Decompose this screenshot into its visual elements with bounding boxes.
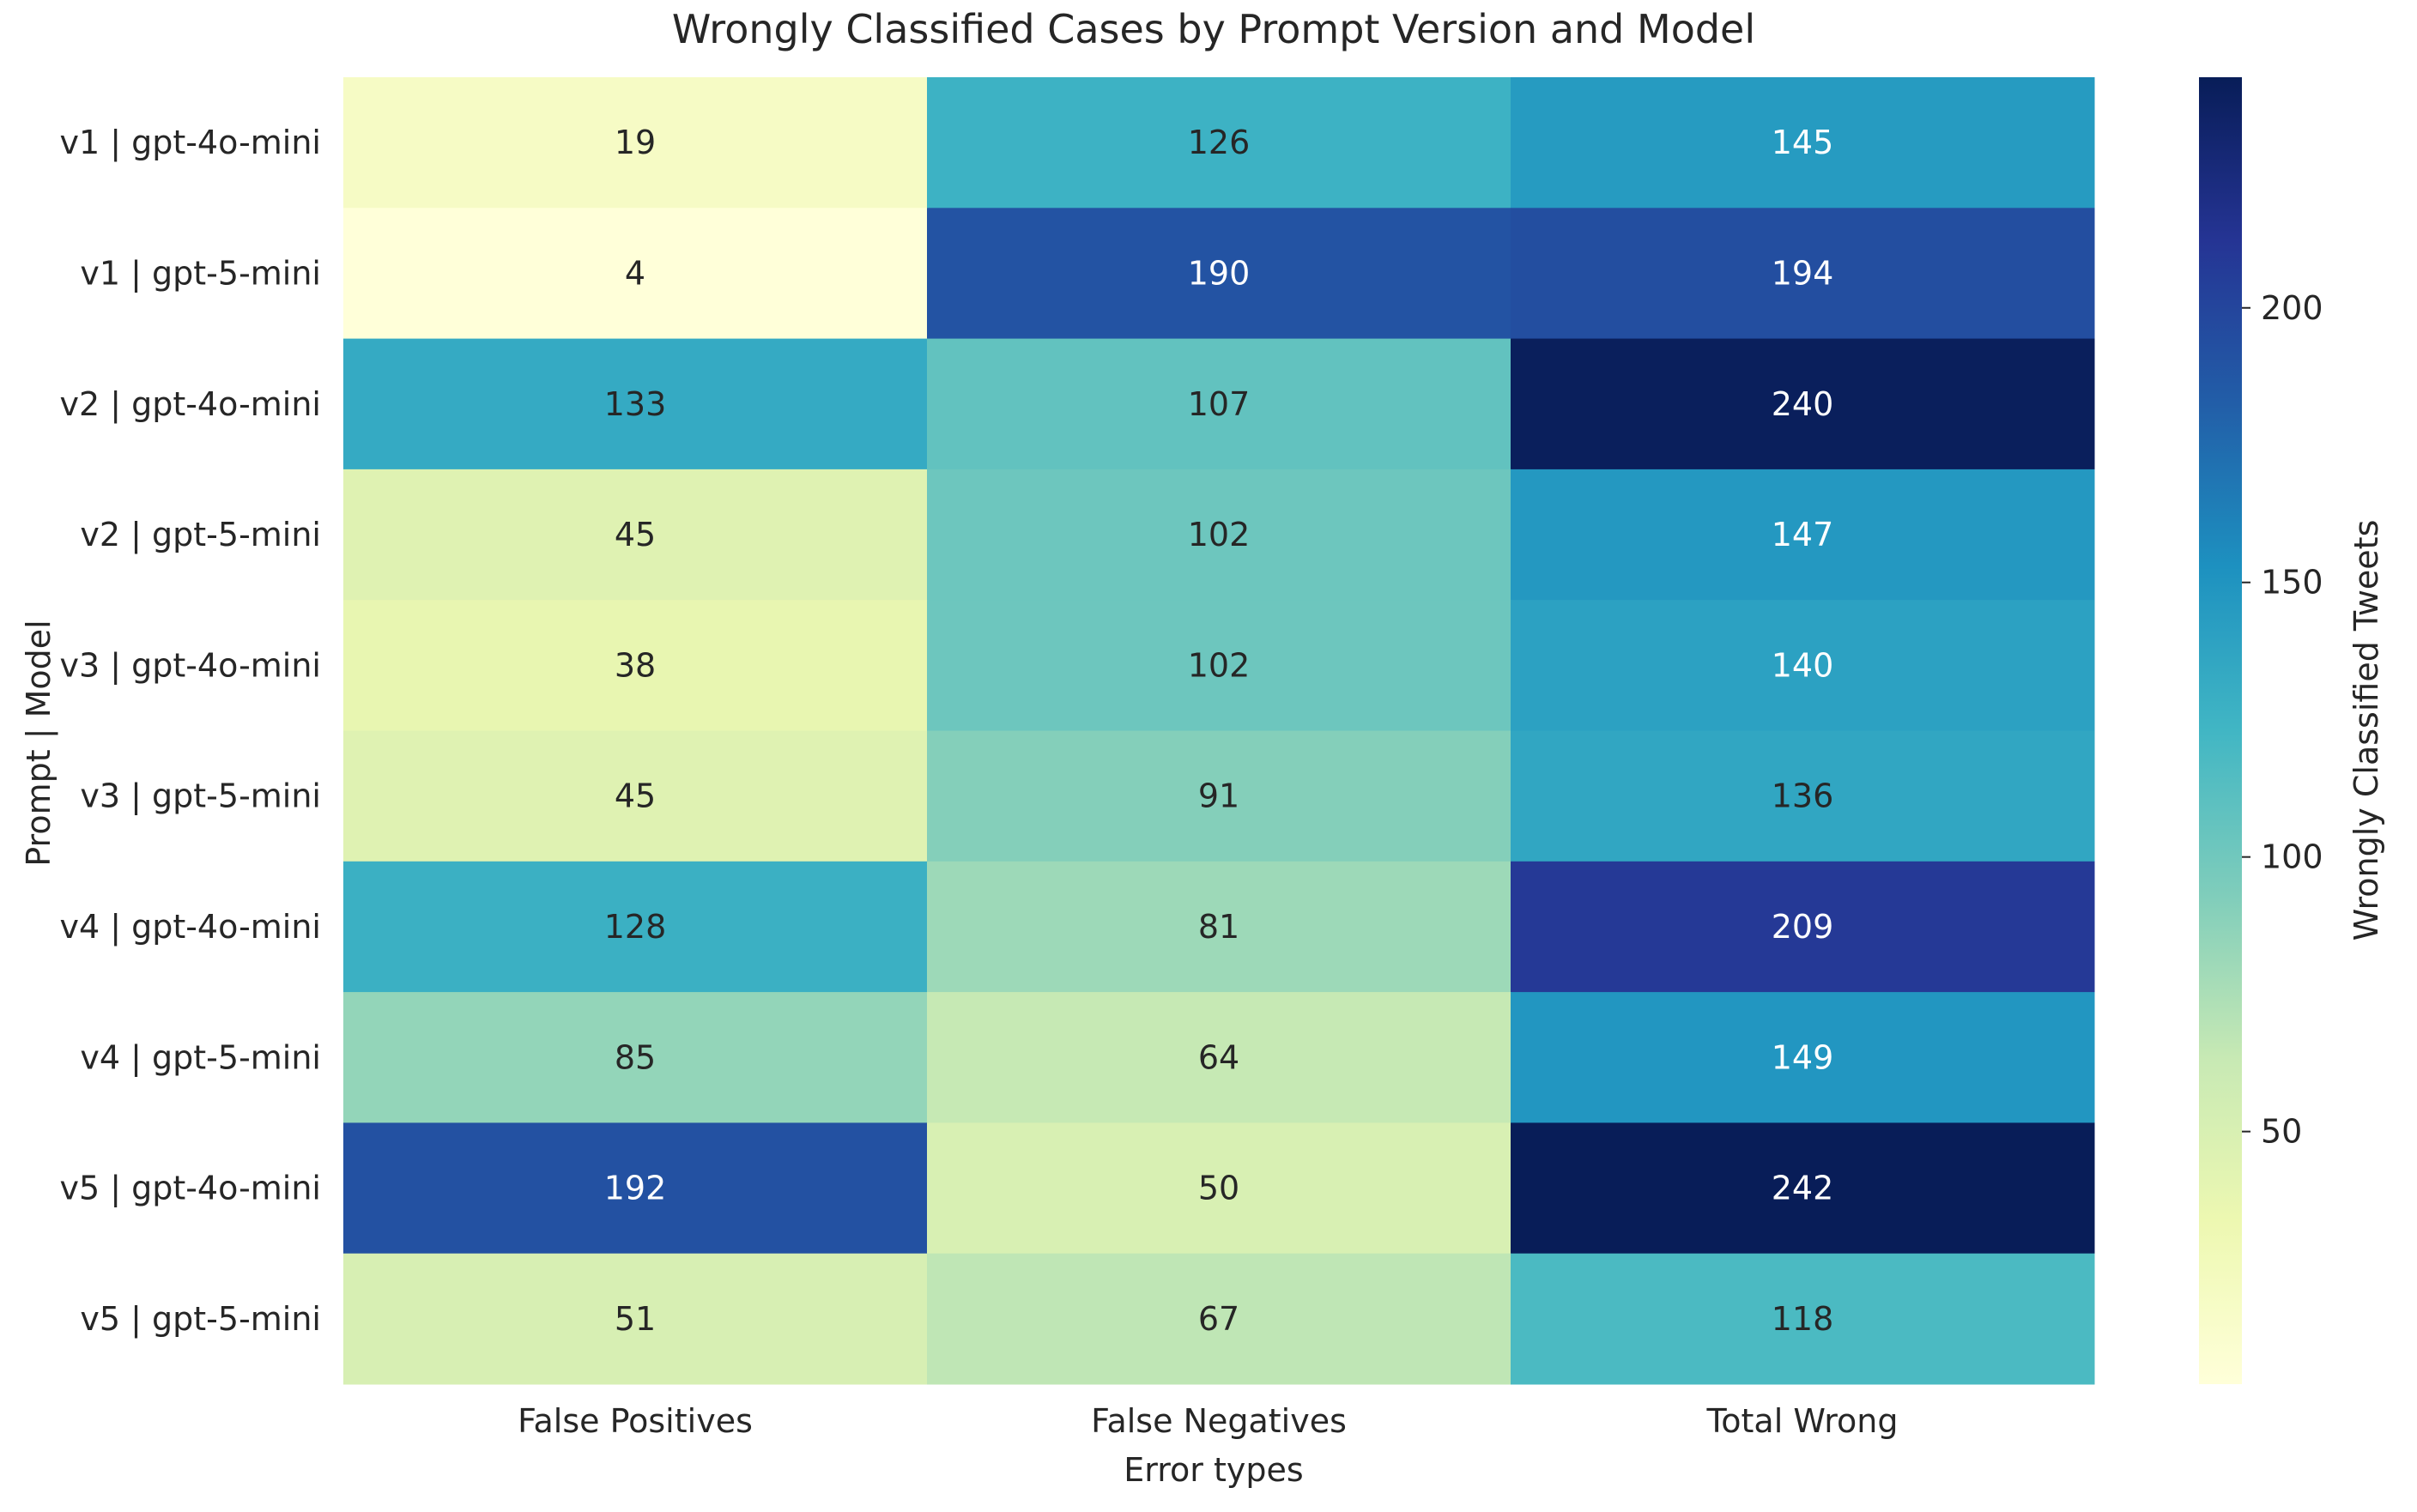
y-tick-label: v1 | gpt-5-mini	[80, 254, 321, 293]
cell-value-label: 118	[1772, 1300, 1834, 1338]
cell-value-label: 102	[1188, 646, 1251, 684]
cell-value-label: 91	[1198, 777, 1239, 815]
cell-value-label: 107	[1188, 385, 1251, 423]
x-axis-label: Error types	[1124, 1451, 1303, 1489]
cell-value-label: 190	[1188, 254, 1251, 292]
heatmap-cell	[927, 730, 1511, 862]
y-tick-label: v2 | gpt-5-mini	[80, 516, 321, 554]
cell-value-labels: 19 126 145 4 190 194 133 107 240 45 102 147 38 102 140…	[604, 124, 1834, 1338]
heatmap-cell	[927, 469, 1511, 601]
colorbar	[2199, 77, 2242, 1384]
chart-title: Wrongly Classified Cases by Prompt Versi…	[672, 6, 1755, 52]
cell-value-label: 147	[1772, 516, 1834, 553]
heatmap-cell	[343, 730, 928, 862]
cell-value-label: 136	[1772, 777, 1834, 815]
heatmap-cell	[343, 861, 928, 993]
heatmap-cell	[343, 992, 928, 1123]
heatmap-cell	[343, 338, 928, 470]
y-tick-label: v5 | gpt-5-mini	[80, 1300, 321, 1339]
cell-value-label: 209	[1772, 908, 1834, 946]
cell-value-label: 50	[1198, 1170, 1239, 1207]
cell-value-label: 102	[1188, 516, 1251, 553]
y-tick-label: v1 | gpt-4o-mini	[59, 124, 321, 162]
x-axis-ticks: False Positives False Negatives Total Wron…	[518, 1402, 1898, 1440]
heatmap-cell	[927, 208, 1511, 340]
cell-value-label: 38	[615, 646, 656, 684]
colorbar-label: Wrongly Classified Tweets	[2347, 520, 2385, 941]
heatmap-cell	[1511, 469, 2095, 601]
heatmap-cell	[343, 1122, 928, 1255]
heatmap-cell	[1511, 1122, 2095, 1255]
cell-value-label: 145	[1772, 124, 1834, 161]
y-tick-label: v2 | gpt-4o-mini	[59, 385, 321, 424]
heatmap-cell	[927, 1122, 1511, 1255]
y-axis-ticks: v1 | gpt-4o-mini v1 | gpt-5-mini v2 | gpt-…	[59, 124, 321, 1339]
cell-value-label: 67	[1198, 1300, 1239, 1338]
y-tick-label: v4 | gpt-4o-mini	[59, 908, 321, 947]
heatmap-cell	[343, 1253, 928, 1385]
heatmap-cell	[343, 77, 928, 209]
heatmap-cell	[1511, 992, 2095, 1123]
heatmap-cell	[1511, 338, 2095, 470]
y-tick-label: v3 | gpt-4o-mini	[59, 646, 321, 685]
heatmap-cell	[343, 469, 928, 601]
cell-value-label: 45	[615, 516, 656, 553]
colorbar-tick-label: 50	[2261, 1113, 2302, 1151]
heatmap-cell	[343, 600, 928, 731]
cell-value-label: 19	[615, 124, 656, 161]
heatmap-cell	[927, 338, 1511, 470]
colorbar-tick-label: 100	[2261, 838, 2323, 876]
cell-value-label: 128	[604, 908, 667, 946]
heatmap-cell	[1511, 600, 2095, 731]
heatmap-cell	[343, 208, 928, 340]
cell-value-label: 4	[625, 254, 645, 292]
x-tick-label: False Negatives	[1091, 1402, 1347, 1440]
cell-value-label: 240	[1772, 385, 1834, 423]
cell-value-label: 81	[1198, 908, 1239, 946]
heatmap-cell	[927, 600, 1511, 731]
cell-value-label: 85	[615, 1038, 656, 1076]
cell-value-label: 45	[615, 777, 656, 815]
cell-value-label: 194	[1772, 254, 1834, 292]
colorbar-tick-label: 150	[2261, 564, 2323, 602]
colorbar-tick-label: 200	[2261, 289, 2323, 327]
heatmap-cell	[1511, 730, 2095, 862]
y-tick-label: v5 | gpt-4o-mini	[59, 1170, 321, 1208]
heatmap-cell	[927, 861, 1511, 993]
y-tick-label: v3 | gpt-5-mini	[80, 777, 321, 816]
cell-value-label: 64	[1198, 1038, 1239, 1076]
heatmap-cell	[1511, 861, 2095, 993]
heatmap-cell	[1511, 208, 2095, 340]
cell-value-label: 126	[1188, 124, 1251, 161]
heatmap-cells	[343, 77, 2095, 1385]
heatmap-cell	[1511, 1253, 2095, 1385]
y-axis-label: Prompt | Model	[20, 620, 58, 866]
cell-value-label: 133	[604, 385, 667, 423]
x-tick-label: False Positives	[518, 1402, 753, 1440]
cell-value-label: 149	[1772, 1038, 1834, 1076]
cell-value-label: 242	[1772, 1170, 1834, 1207]
heatmap-cell	[1511, 77, 2095, 209]
heatmap-cell	[927, 1253, 1511, 1385]
colorbar-ticks: 50 100 150 200	[2242, 289, 2323, 1151]
cell-value-label: 192	[604, 1170, 667, 1207]
cell-value-label: 140	[1772, 646, 1834, 684]
x-tick-label: Total Wrong	[1706, 1402, 1899, 1440]
y-tick-label: v4 | gpt-5-mini	[80, 1038, 321, 1077]
cell-value-label: 51	[615, 1300, 656, 1338]
heatmap-cell	[927, 77, 1511, 209]
heatmap-cell	[927, 992, 1511, 1123]
